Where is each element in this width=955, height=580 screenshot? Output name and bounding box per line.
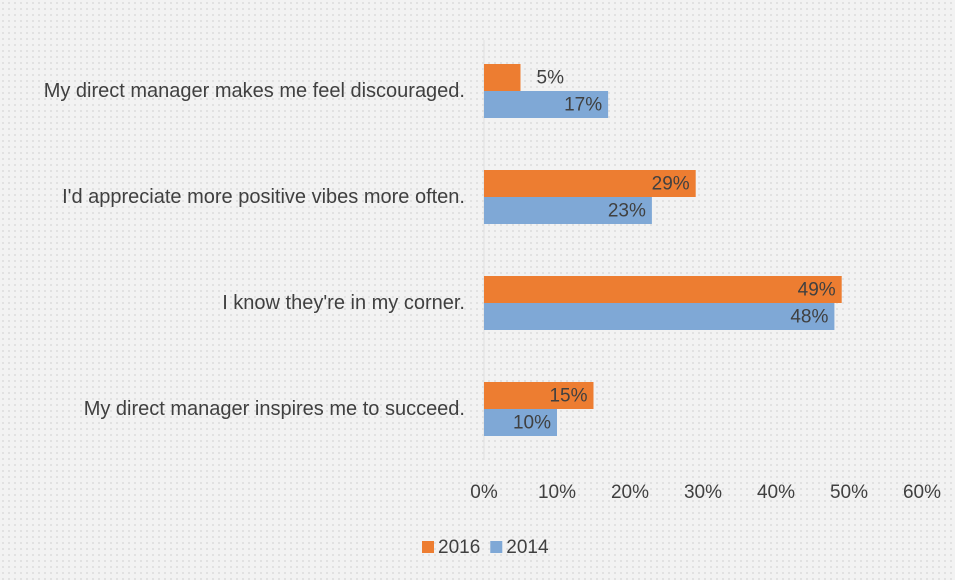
bar [484, 409, 557, 436]
category-label: I'd appreciate more positive vibes more … [62, 186, 465, 208]
category-label: My direct manager inspires me to succeed… [83, 398, 465, 420]
bar [484, 170, 696, 197]
bar [484, 303, 835, 330]
data-label: 29% [652, 174, 690, 195]
data-label: 10% [513, 413, 551, 434]
x-tick-label: 30% [684, 482, 722, 503]
legend-swatch [490, 541, 503, 553]
bar [484, 197, 652, 224]
legend-label: 2016 [438, 537, 480, 558]
x-tick-label: 50% [830, 482, 868, 503]
category-label: I know they're in my corner. [222, 292, 465, 314]
x-tick-label: 60% [903, 482, 941, 503]
legend-label: 2014 [506, 537, 549, 558]
bar [484, 91, 609, 118]
data-label: 15% [549, 386, 587, 407]
x-tick-label: 20% [611, 482, 649, 503]
x-tick-label: 40% [757, 482, 795, 503]
data-label: 49% [798, 280, 836, 301]
legend-swatch [422, 541, 434, 553]
x-tick-label: 0% [470, 482, 498, 503]
bar [484, 276, 842, 303]
category-label: My direct manager makes me feel discoura… [43, 80, 465, 102]
data-label: 17% [564, 95, 602, 116]
data-label: 5% [537, 68, 565, 89]
data-label: 48% [790, 307, 828, 328]
bar [484, 64, 521, 91]
x-tick-label: 10% [538, 482, 576, 503]
data-label: 23% [608, 201, 646, 222]
bar [484, 382, 594, 409]
